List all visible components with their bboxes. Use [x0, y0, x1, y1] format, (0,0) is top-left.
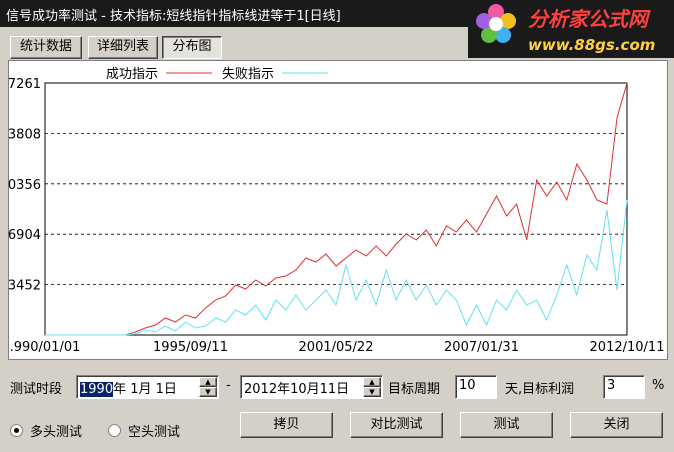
start-rest: 年 1月 1日: [113, 382, 177, 397]
spin-down[interactable]: ▼: [199, 387, 217, 397]
y-tick-label: 6904: [8, 228, 41, 243]
profit-input[interactable]: 3: [603, 375, 645, 399]
radio-label: 多头测试: [30, 425, 83, 440]
x-tick-label: 1995/09/11: [153, 340, 228, 355]
button[interactable]: 对比测试: [350, 412, 443, 438]
legend-label: 成功指示: [106, 67, 158, 82]
end-date[interactable]: 2012年10月11日: [240, 375, 383, 399]
logo-url: www.88gs.com: [528, 36, 655, 54]
logo: 分析家公式网 www.88gs.com: [468, 0, 674, 58]
radio[interactable]: [10, 424, 23, 437]
x-tick-label: 2012/10/11: [590, 340, 665, 355]
radio-label: 空头测试: [128, 425, 181, 440]
period-label: 测试时段: [10, 382, 63, 397]
button[interactable]: 测试: [460, 412, 553, 438]
cycle-input[interactable]: 10: [455, 375, 497, 399]
y-tick-label: 3452: [8, 279, 41, 294]
start-year: 1990: [80, 382, 114, 397]
x-tick-label: 2001/05/22: [299, 340, 374, 355]
dash: -: [226, 378, 231, 393]
x-tick-label: .990/01/01: [10, 340, 81, 355]
tab[interactable]: 分布图: [162, 36, 222, 59]
series-line: [45, 82, 628, 336]
tab[interactable]: 详细列表: [88, 36, 158, 59]
cycle-label: 目标周期: [388, 382, 441, 397]
start-date[interactable]: 1990年 1月 1日: [76, 375, 219, 399]
radio-dot: [14, 428, 19, 433]
x-tick-label: 2007/01/31: [444, 340, 519, 355]
legend-label: 失败指示: [222, 67, 274, 82]
button[interactable]: 关闭: [570, 412, 663, 438]
plot-area: [44, 82, 628, 336]
y-tick-label: 7261: [8, 77, 41, 92]
radio[interactable]: [108, 424, 121, 437]
series-line: [45, 199, 628, 336]
spin-up[interactable]: ▲: [363, 377, 381, 387]
chart: 7261 3808 0356 6904 3452 .990/01/01 1995/09/11…: [8, 67, 665, 355]
y-tick-label: 0356: [8, 178, 41, 193]
window-title: 信号成功率测试 - 技术指标:短线指针指标线进等于1[日线]: [6, 9, 341, 24]
y-tick-label: 3808: [8, 127, 41, 142]
button[interactable]: 拷贝: [240, 412, 333, 438]
spin-up[interactable]: ▲: [199, 377, 217, 387]
spin-down[interactable]: ▼: [363, 387, 381, 397]
logo-name: 分析家公式网: [528, 7, 651, 31]
profit-label: 天,目标利润: [505, 382, 575, 397]
percent-label: %: [652, 378, 665, 393]
tab[interactable]: 统计数据: [10, 36, 82, 59]
